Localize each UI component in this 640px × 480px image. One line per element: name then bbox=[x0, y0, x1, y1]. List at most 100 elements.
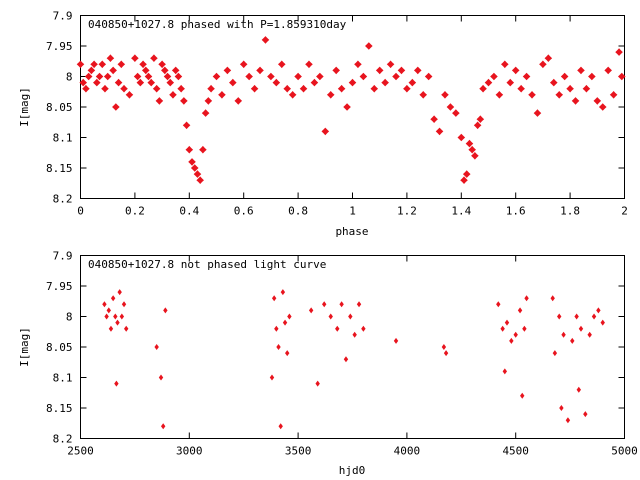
phased-data-point bbox=[90, 60, 98, 69]
phased-data-point bbox=[435, 127, 444, 136]
unphased-data-point bbox=[119, 313, 125, 320]
unphased-data-point bbox=[114, 380, 119, 387]
phased-data-point bbox=[180, 97, 188, 105]
phased-data-point bbox=[261, 36, 270, 44]
phased-data-point bbox=[177, 84, 185, 93]
phased-data-point bbox=[106, 54, 115, 62]
phased-x-tick-label: 2 bbox=[621, 205, 628, 218]
phased-data-point bbox=[207, 84, 215, 93]
phased-data-point bbox=[403, 84, 411, 93]
unphased-data-point bbox=[348, 313, 353, 320]
phased-data-point bbox=[204, 97, 213, 105]
unphased-data-point bbox=[274, 325, 279, 332]
phased-data-point bbox=[125, 91, 134, 99]
unphased-data-point bbox=[271, 295, 277, 302]
phased-data-point bbox=[158, 60, 166, 69]
phased-y-tick-label: 8.15 bbox=[46, 162, 73, 175]
phased-data-point bbox=[79, 78, 88, 87]
phased-data-point bbox=[468, 145, 476, 154]
unphased-chart-title: 040850+1027.8 not phased light curve bbox=[88, 258, 326, 271]
phased-x-tick-label: 0.6 bbox=[234, 205, 254, 218]
unphased-data-point bbox=[163, 307, 168, 314]
unphased-data-point bbox=[123, 325, 129, 332]
phased-data-point bbox=[188, 158, 196, 166]
phased-data-point bbox=[196, 176, 204, 184]
unphased-data-point bbox=[104, 313, 109, 320]
unphased-data-point bbox=[565, 417, 571, 424]
unphased-data-point bbox=[522, 325, 527, 332]
phased-y-tick-label: 8.05 bbox=[46, 101, 73, 114]
unphased-x-tick-label: 2500 bbox=[67, 445, 94, 458]
phased-data-point bbox=[462, 170, 471, 178]
phased-data-point bbox=[544, 54, 553, 62]
phased-data-point bbox=[169, 91, 177, 99]
phased-data-point bbox=[288, 91, 297, 99]
phased-y-tick-label: 7.95 bbox=[46, 40, 73, 53]
phased-data-point bbox=[141, 66, 150, 75]
phased-data-point bbox=[76, 60, 85, 69]
phased-data-point bbox=[593, 97, 602, 105]
unphased-data-point bbox=[583, 411, 588, 418]
unphased-data-point bbox=[276, 344, 281, 350]
unphased-data-point bbox=[102, 301, 107, 308]
phased-y-tick-label: 8.2 bbox=[53, 193, 73, 206]
phased-x-tick-label: 1.2 bbox=[397, 205, 417, 218]
phased-data-point bbox=[332, 66, 340, 75]
phased-data-point bbox=[321, 127, 330, 136]
unphased-light-curve-panel: 040850+1027.8 not phased light curve hjd… bbox=[18, 250, 638, 478]
phased-data-point bbox=[316, 72, 324, 81]
phased-data-point bbox=[386, 60, 395, 69]
phased-y-tick-label: 8 bbox=[66, 71, 73, 84]
unphased-data-point bbox=[509, 337, 514, 344]
phased-data-point bbox=[171, 66, 180, 75]
phased-axis-ticks: 0 0.2 0.4 0.6 0.8 1 1.2 1.4 1.6 1.8 2 7.9 7.95 8 8.05 8… bbox=[46, 10, 628, 218]
phased-data-point bbox=[155, 97, 164, 105]
unphased-data-point bbox=[393, 337, 399, 344]
unphased-data-point bbox=[356, 301, 362, 308]
phased-data-point bbox=[598, 103, 607, 111]
unphased-data-point bbox=[576, 386, 582, 393]
phased-data-point bbox=[109, 66, 117, 75]
phased-x-axis-label: phase bbox=[335, 225, 368, 238]
unphased-data-point bbox=[587, 331, 592, 338]
phased-data-point bbox=[484, 78, 493, 87]
phased-data-point bbox=[359, 72, 368, 81]
phased-data-point bbox=[185, 145, 194, 154]
phased-data-point bbox=[457, 133, 466, 142]
phased-data-point bbox=[305, 60, 313, 69]
unphased-data-point bbox=[552, 350, 558, 357]
unphased-data-point bbox=[443, 350, 449, 357]
unphased-data-point bbox=[328, 313, 333, 320]
phased-data-point bbox=[571, 97, 580, 105]
phased-data-point bbox=[517, 84, 525, 93]
phased-data-point bbox=[131, 54, 139, 62]
phased-data-point bbox=[617, 72, 626, 81]
unphased-data-point bbox=[502, 368, 508, 375]
phased-data-point bbox=[133, 72, 142, 81]
phased-data-point bbox=[566, 84, 574, 93]
phased-x-tick-label: 0.4 bbox=[179, 205, 199, 218]
phased-data-point bbox=[190, 164, 199, 172]
phased-data-point bbox=[193, 170, 202, 178]
phased-data-point bbox=[582, 84, 591, 93]
phased-data-point bbox=[256, 66, 264, 75]
phased-data-point bbox=[555, 91, 564, 99]
phased-data-point bbox=[506, 78, 515, 87]
phased-data-point bbox=[370, 84, 379, 93]
unphased-data-point bbox=[600, 319, 605, 326]
unphased-data-point bbox=[561, 331, 566, 338]
unphased-data-point bbox=[500, 325, 505, 332]
unphased-data-point bbox=[578, 325, 584, 332]
phased-data-point bbox=[245, 72, 253, 81]
phased-data-point bbox=[139, 60, 147, 69]
unphased-y-tick-label: 7.95 bbox=[46, 280, 73, 293]
unphased-data-point bbox=[339, 301, 344, 308]
unphased-data-point bbox=[520, 392, 525, 399]
phased-data-point bbox=[465, 139, 474, 148]
unphased-data-point bbox=[158, 374, 164, 381]
phased-x-tick-label: 1.4 bbox=[451, 205, 471, 218]
phased-data-point bbox=[114, 78, 123, 87]
phased-data-point bbox=[479, 84, 487, 93]
unphased-x-tick-label: 4500 bbox=[502, 445, 529, 458]
phased-data-point bbox=[511, 66, 520, 75]
